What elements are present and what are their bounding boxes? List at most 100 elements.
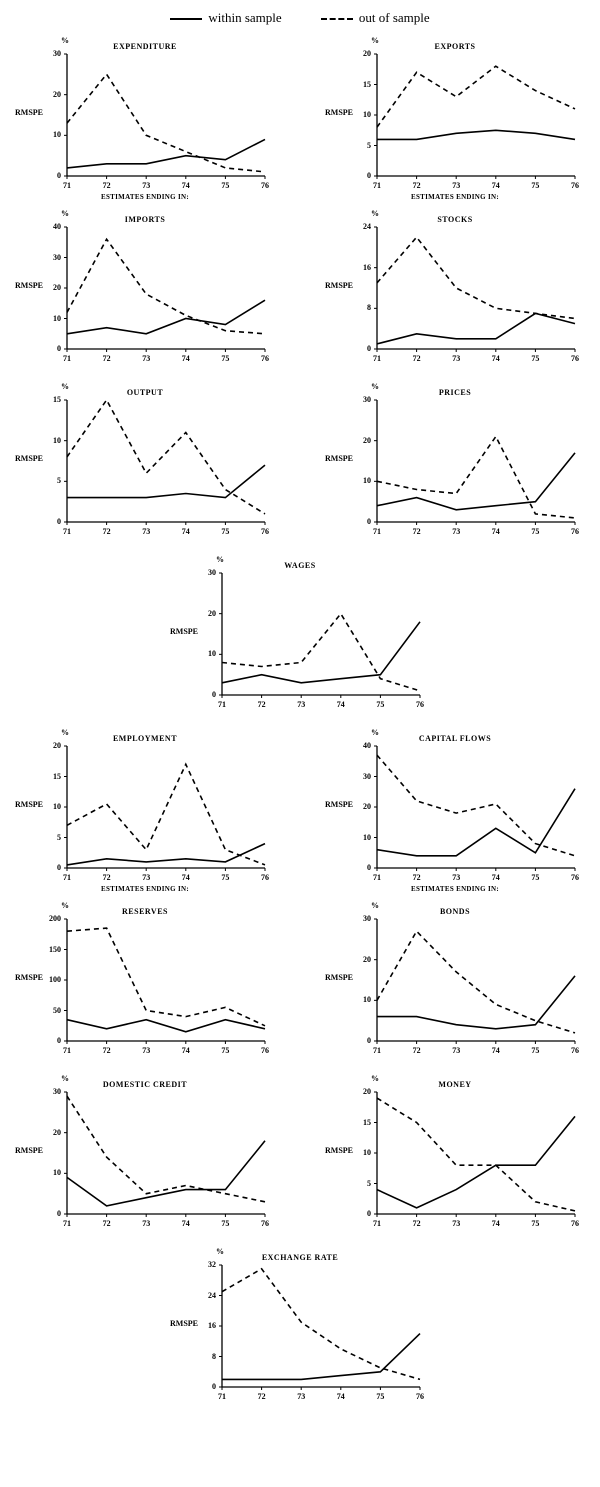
- series-out-of-sample: [222, 614, 420, 691]
- xtick-label: 72: [103, 1219, 111, 1228]
- ytick-label: 150: [41, 945, 61, 954]
- series-within-sample: [377, 453, 575, 510]
- chart-credit: DOMESTIC CREDIT%RMSPE0102030717273747576: [15, 1074, 275, 1239]
- ylabel-rmspe: RMSPE: [15, 281, 43, 290]
- chart-money: MONEY%RMSPE05101520717273747576: [325, 1074, 585, 1239]
- ytick-label: 0: [351, 1209, 371, 1218]
- ylabel-percent: %: [371, 382, 379, 391]
- xlabel: ESTIMATES ENDING IN:: [325, 885, 585, 893]
- ytick-label: 20: [351, 49, 371, 58]
- ytick-label: 40: [41, 222, 61, 231]
- chart-bonds: BONDS%RMSPE0102030717273747576: [325, 901, 585, 1066]
- xtick-label: 74: [337, 700, 345, 709]
- xtick-label: 71: [373, 527, 381, 536]
- xtick-label: 76: [416, 700, 424, 709]
- xtick-label: 71: [373, 1219, 381, 1228]
- ytick-label: 0: [196, 690, 216, 699]
- xtick-label: 73: [142, 527, 150, 536]
- series-within-sample: [67, 1020, 265, 1032]
- xtick-label: 73: [142, 181, 150, 190]
- xtick-label: 76: [261, 354, 269, 363]
- series-out-of-sample: [67, 764, 265, 865]
- xtick-label: 75: [531, 873, 539, 882]
- ytick-label: 0: [41, 171, 61, 180]
- xtick-label: 73: [452, 1219, 460, 1228]
- xtick-label: 72: [413, 1046, 421, 1055]
- ytick-label: 24: [196, 1291, 216, 1300]
- xtick-label: 76: [261, 1046, 269, 1055]
- xtick-label: 71: [373, 1046, 381, 1055]
- ytick-label: 10: [41, 130, 61, 139]
- chart-expenditure: EXPENDITURE%RMSPE0102030717273747576ESTI…: [15, 36, 275, 201]
- series-out-of-sample: [67, 928, 265, 1026]
- xtick-label: 73: [452, 181, 460, 190]
- series-out-of-sample: [377, 1098, 575, 1211]
- ytick-label: 20: [351, 1087, 371, 1096]
- series-within-sample: [67, 844, 265, 865]
- xtick-label: 75: [531, 1046, 539, 1055]
- ytick-label: 0: [351, 171, 371, 180]
- xtick-label: 73: [452, 873, 460, 882]
- xtick-label: 73: [452, 1046, 460, 1055]
- xtick-label: 72: [413, 354, 421, 363]
- xtick-label: 75: [221, 527, 229, 536]
- ytick-label: 32: [196, 1260, 216, 1269]
- xtick-label: 74: [182, 873, 190, 882]
- xtick-label: 74: [492, 354, 500, 363]
- chart-stocks: STOCKS%RMSPE081624717273747576: [325, 209, 585, 374]
- xtick-label: 75: [221, 181, 229, 190]
- series-out-of-sample: [377, 66, 575, 127]
- xlabel: ESTIMATES ENDING IN:: [15, 885, 275, 893]
- ytick-label: 15: [41, 772, 61, 781]
- xtick-label: 73: [297, 1392, 305, 1401]
- xtick-label: 74: [182, 1219, 190, 1228]
- xtick-label: 75: [221, 354, 229, 363]
- ytick-label: 30: [196, 568, 216, 577]
- ytick-label: 20: [351, 802, 371, 811]
- series-out-of-sample: [377, 437, 575, 518]
- xtick-label: 74: [182, 181, 190, 190]
- ytick-label: 100: [41, 975, 61, 984]
- xlabel: ESTIMATES ENDING IN:: [325, 193, 585, 201]
- series-out-of-sample: [377, 237, 575, 318]
- xlabel: ESTIMATES ENDING IN:: [15, 193, 275, 201]
- ytick-label: 0: [41, 517, 61, 526]
- xtick-label: 74: [182, 354, 190, 363]
- xtick-label: 76: [571, 354, 579, 363]
- series-within-sample: [67, 465, 265, 498]
- ytick-label: 24: [351, 222, 371, 231]
- series-out-of-sample: [67, 239, 265, 334]
- xtick-label: 75: [221, 873, 229, 882]
- ytick-label: 20: [41, 1128, 61, 1137]
- xtick-label: 75: [376, 1392, 384, 1401]
- ytick-label: 20: [41, 90, 61, 99]
- ylabel-rmspe: RMSPE: [325, 454, 353, 463]
- ylabel-rmspe: RMSPE: [15, 800, 43, 809]
- xtick-label: 74: [337, 1392, 345, 1401]
- ytick-label: 30: [41, 253, 61, 262]
- series-within-sample: [377, 1116, 575, 1208]
- xtick-label: 76: [571, 873, 579, 882]
- xtick-label: 76: [571, 1219, 579, 1228]
- chart-row: IMPORTS%RMSPE010203040717273747576STOCKS…: [15, 209, 585, 374]
- chart-row: DOMESTIC CREDIT%RMSPE0102030717273747576…: [15, 1074, 585, 1239]
- ylabel-rmspe: RMSPE: [325, 281, 353, 290]
- ytick-label: 30: [351, 772, 371, 781]
- ylabel-rmspe: RMSPE: [170, 1319, 198, 1328]
- ytick-label: 15: [351, 1118, 371, 1127]
- ytick-label: 20: [41, 283, 61, 292]
- ylabel-percent: %: [371, 901, 379, 910]
- xtick-label: 73: [452, 354, 460, 363]
- ytick-label: 10: [351, 995, 371, 1004]
- ylabel-rmspe: RMSPE: [170, 627, 198, 636]
- xtick-label: 73: [452, 527, 460, 536]
- ytick-label: 50: [41, 1006, 61, 1015]
- series-within-sample: [222, 1334, 420, 1380]
- ytick-label: 20: [41, 741, 61, 750]
- xtick-label: 71: [63, 873, 71, 882]
- ytick-label: 10: [351, 110, 371, 119]
- xtick-label: 71: [373, 181, 381, 190]
- chart-row: EXCHANGE RATE%RMSPE08162432717273747576: [15, 1247, 585, 1412]
- xtick-label: 71: [63, 1219, 71, 1228]
- ytick-label: 5: [351, 141, 371, 150]
